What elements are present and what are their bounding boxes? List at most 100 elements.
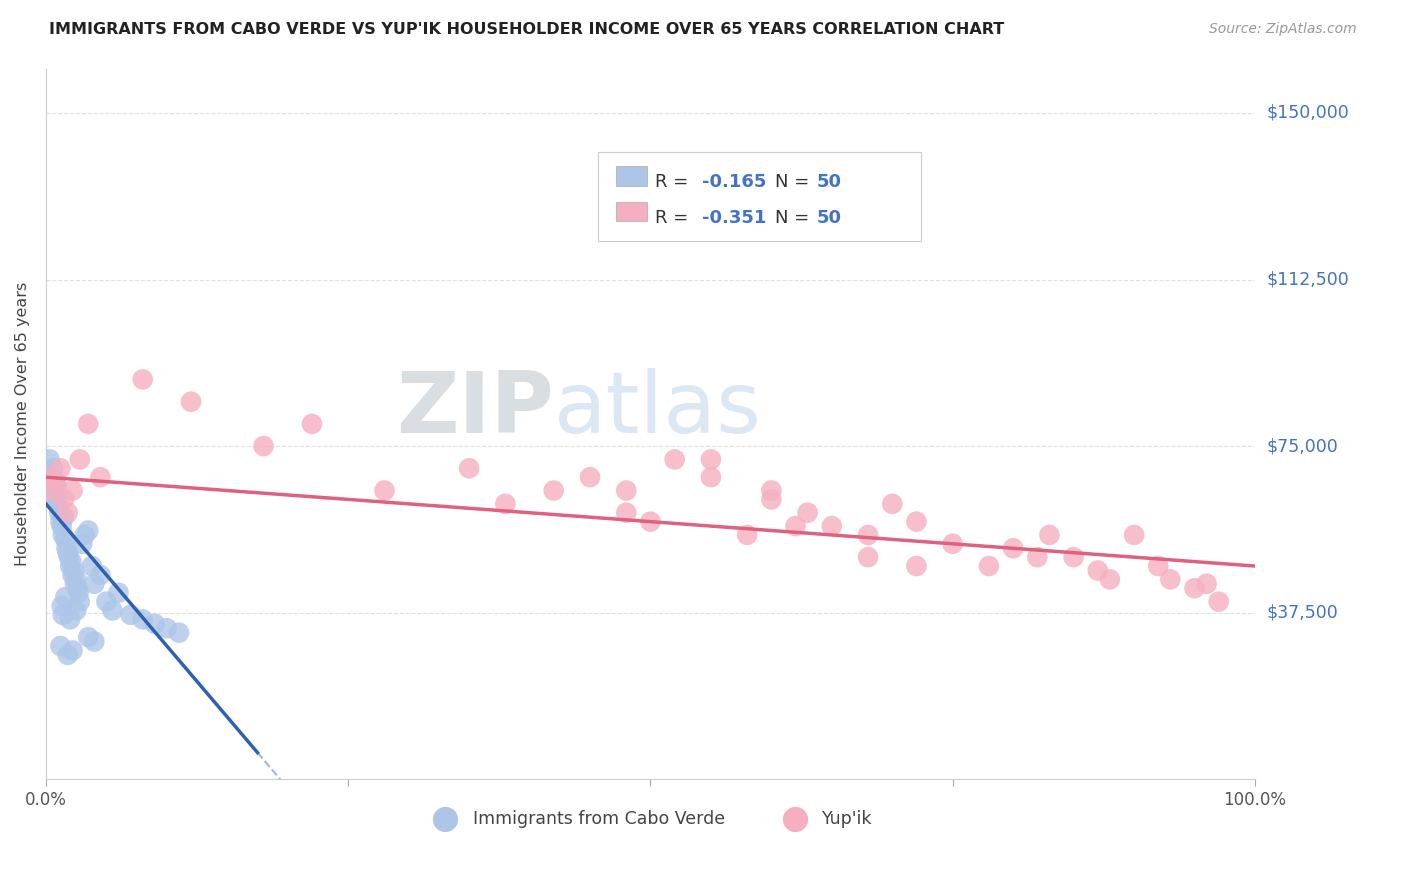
Point [42, 483, 65, 498]
Point [89, 568, 111, 582]
Point [56, 546, 79, 560]
Point [856, 550, 879, 565]
Point [821, 519, 844, 533]
Point [38, 470, 60, 484]
Point [49, 639, 72, 653]
Point [69, 594, 91, 608]
Text: 50: 50 [817, 209, 842, 227]
Point [39, 470, 62, 484]
Point [56, 506, 79, 520]
Point [458, 461, 481, 475]
Point [70, 537, 93, 551]
Point [96, 594, 118, 608]
Text: $37,500: $37,500 [1265, 604, 1339, 622]
Point [882, 497, 904, 511]
Point [56, 648, 79, 662]
Point [77, 524, 100, 538]
Y-axis label: Householder Income Over 65 years: Householder Income Over 65 years [15, 282, 30, 566]
Point [579, 470, 602, 484]
Point [761, 492, 783, 507]
Point [44, 475, 66, 489]
Point [785, 519, 807, 533]
Text: -0.351: -0.351 [702, 209, 766, 227]
Point [51, 519, 73, 533]
Point [89, 470, 111, 484]
Point [58, 550, 80, 565]
Point [1147, 559, 1170, 574]
Point [1038, 528, 1060, 542]
Point [1208, 594, 1230, 608]
Point [52, 607, 75, 622]
Text: N =: N = [775, 173, 814, 191]
Point [49, 515, 72, 529]
Text: R =: R = [655, 209, 695, 227]
Point [131, 612, 153, 626]
Point [543, 483, 565, 498]
Point [66, 581, 89, 595]
Point [65, 573, 87, 587]
Point [59, 612, 82, 626]
Point [856, 528, 879, 542]
Point [83, 576, 105, 591]
Point [53, 510, 76, 524]
Point [761, 483, 783, 498]
Point [45, 479, 67, 493]
Point [101, 603, 124, 617]
Point [1087, 564, 1109, 578]
Point [156, 621, 179, 635]
Point [905, 559, 928, 574]
Point [664, 452, 686, 467]
Point [640, 515, 662, 529]
Point [942, 537, 965, 551]
Point [167, 625, 190, 640]
Point [38, 452, 60, 467]
Point [373, 483, 395, 498]
Point [63, 576, 86, 591]
Point [796, 506, 818, 520]
Point [45, 475, 67, 489]
Point [45, 492, 67, 507]
Point [55, 541, 77, 556]
Text: ZIP: ZIP [396, 368, 554, 451]
Point [52, 528, 75, 542]
Point [1002, 541, 1025, 556]
Point [301, 417, 323, 431]
Point [60, 555, 83, 569]
Text: $112,500: $112,500 [1265, 270, 1348, 288]
Text: Source: ZipAtlas.com: Source: ZipAtlas.com [1209, 22, 1357, 37]
Point [905, 515, 928, 529]
Point [41, 483, 63, 498]
Point [120, 607, 142, 622]
Point [51, 599, 73, 613]
Point [977, 559, 1000, 574]
Legend: Immigrants from Cabo Verde, Yup'ik: Immigrants from Cabo Verde, Yup'ik [420, 803, 880, 835]
Point [1195, 576, 1218, 591]
Text: R =: R = [655, 173, 695, 191]
Text: 50: 50 [817, 173, 842, 191]
Point [83, 634, 105, 648]
Point [1159, 573, 1181, 587]
Point [107, 585, 129, 599]
Point [42, 461, 65, 475]
Point [65, 603, 87, 617]
Text: atlas: atlas [554, 368, 762, 451]
Point [77, 417, 100, 431]
Point [80, 559, 103, 574]
Point [53, 533, 76, 547]
Text: IMMIGRANTS FROM CABO VERDE VS YUP'IK HOUSEHOLDER INCOME OVER 65 YEARS CORRELATIO: IMMIGRANTS FROM CABO VERDE VS YUP'IK HOU… [49, 22, 1004, 37]
Point [1063, 550, 1085, 565]
Point [614, 506, 637, 520]
Point [53, 492, 76, 507]
Point [49, 461, 72, 475]
Point [73, 528, 96, 542]
Point [62, 568, 84, 582]
Point [62, 564, 84, 578]
Point [494, 497, 516, 511]
Point [700, 452, 723, 467]
Point [62, 643, 84, 657]
Point [252, 439, 274, 453]
Point [180, 394, 202, 409]
Point [62, 483, 84, 498]
Point [59, 559, 82, 574]
Point [48, 506, 70, 520]
